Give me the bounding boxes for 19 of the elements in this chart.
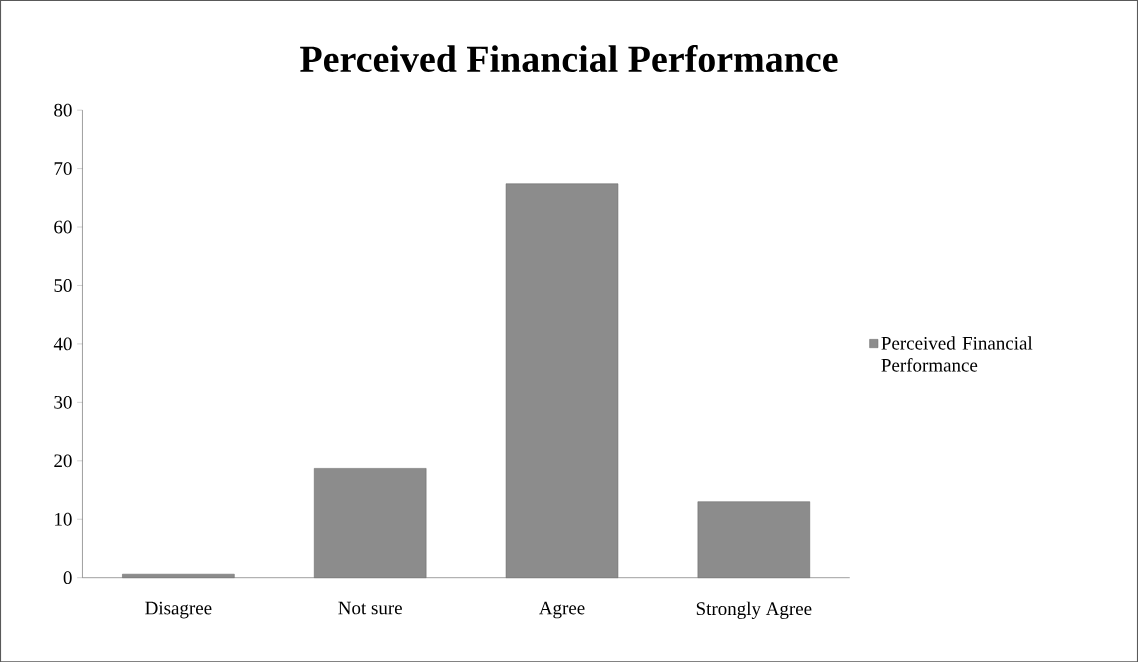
y-tick-label: 0 bbox=[63, 571, 72, 584]
y-tick-label: 10 bbox=[55, 512, 72, 526]
y-tick-label: 40 bbox=[53, 337, 72, 351]
y-tick-label: 30 bbox=[54, 395, 72, 409]
x-tick-label: Not sure bbox=[338, 601, 402, 615]
y-tick-label: 70 bbox=[54, 161, 72, 175]
bar bbox=[505, 183, 619, 578]
x-tick-label: Strongly Agree bbox=[696, 601, 812, 619]
legend-label: Perceived Financial Performance bbox=[881, 336, 1033, 372]
chart-title: Perceived Financial Performance bbox=[300, 44, 838, 72]
bar bbox=[122, 573, 235, 578]
bar bbox=[313, 467, 427, 578]
bar bbox=[697, 501, 811, 578]
x-tick-label: Agree bbox=[539, 601, 585, 619]
y-tick-label: 50 bbox=[54, 278, 72, 292]
y-tick-label: 60 bbox=[54, 220, 72, 234]
y-tick-label: 20 bbox=[54, 454, 72, 467]
y-tick-label: 80 bbox=[54, 103, 72, 117]
x-tick-label: Disagree bbox=[145, 601, 212, 619]
